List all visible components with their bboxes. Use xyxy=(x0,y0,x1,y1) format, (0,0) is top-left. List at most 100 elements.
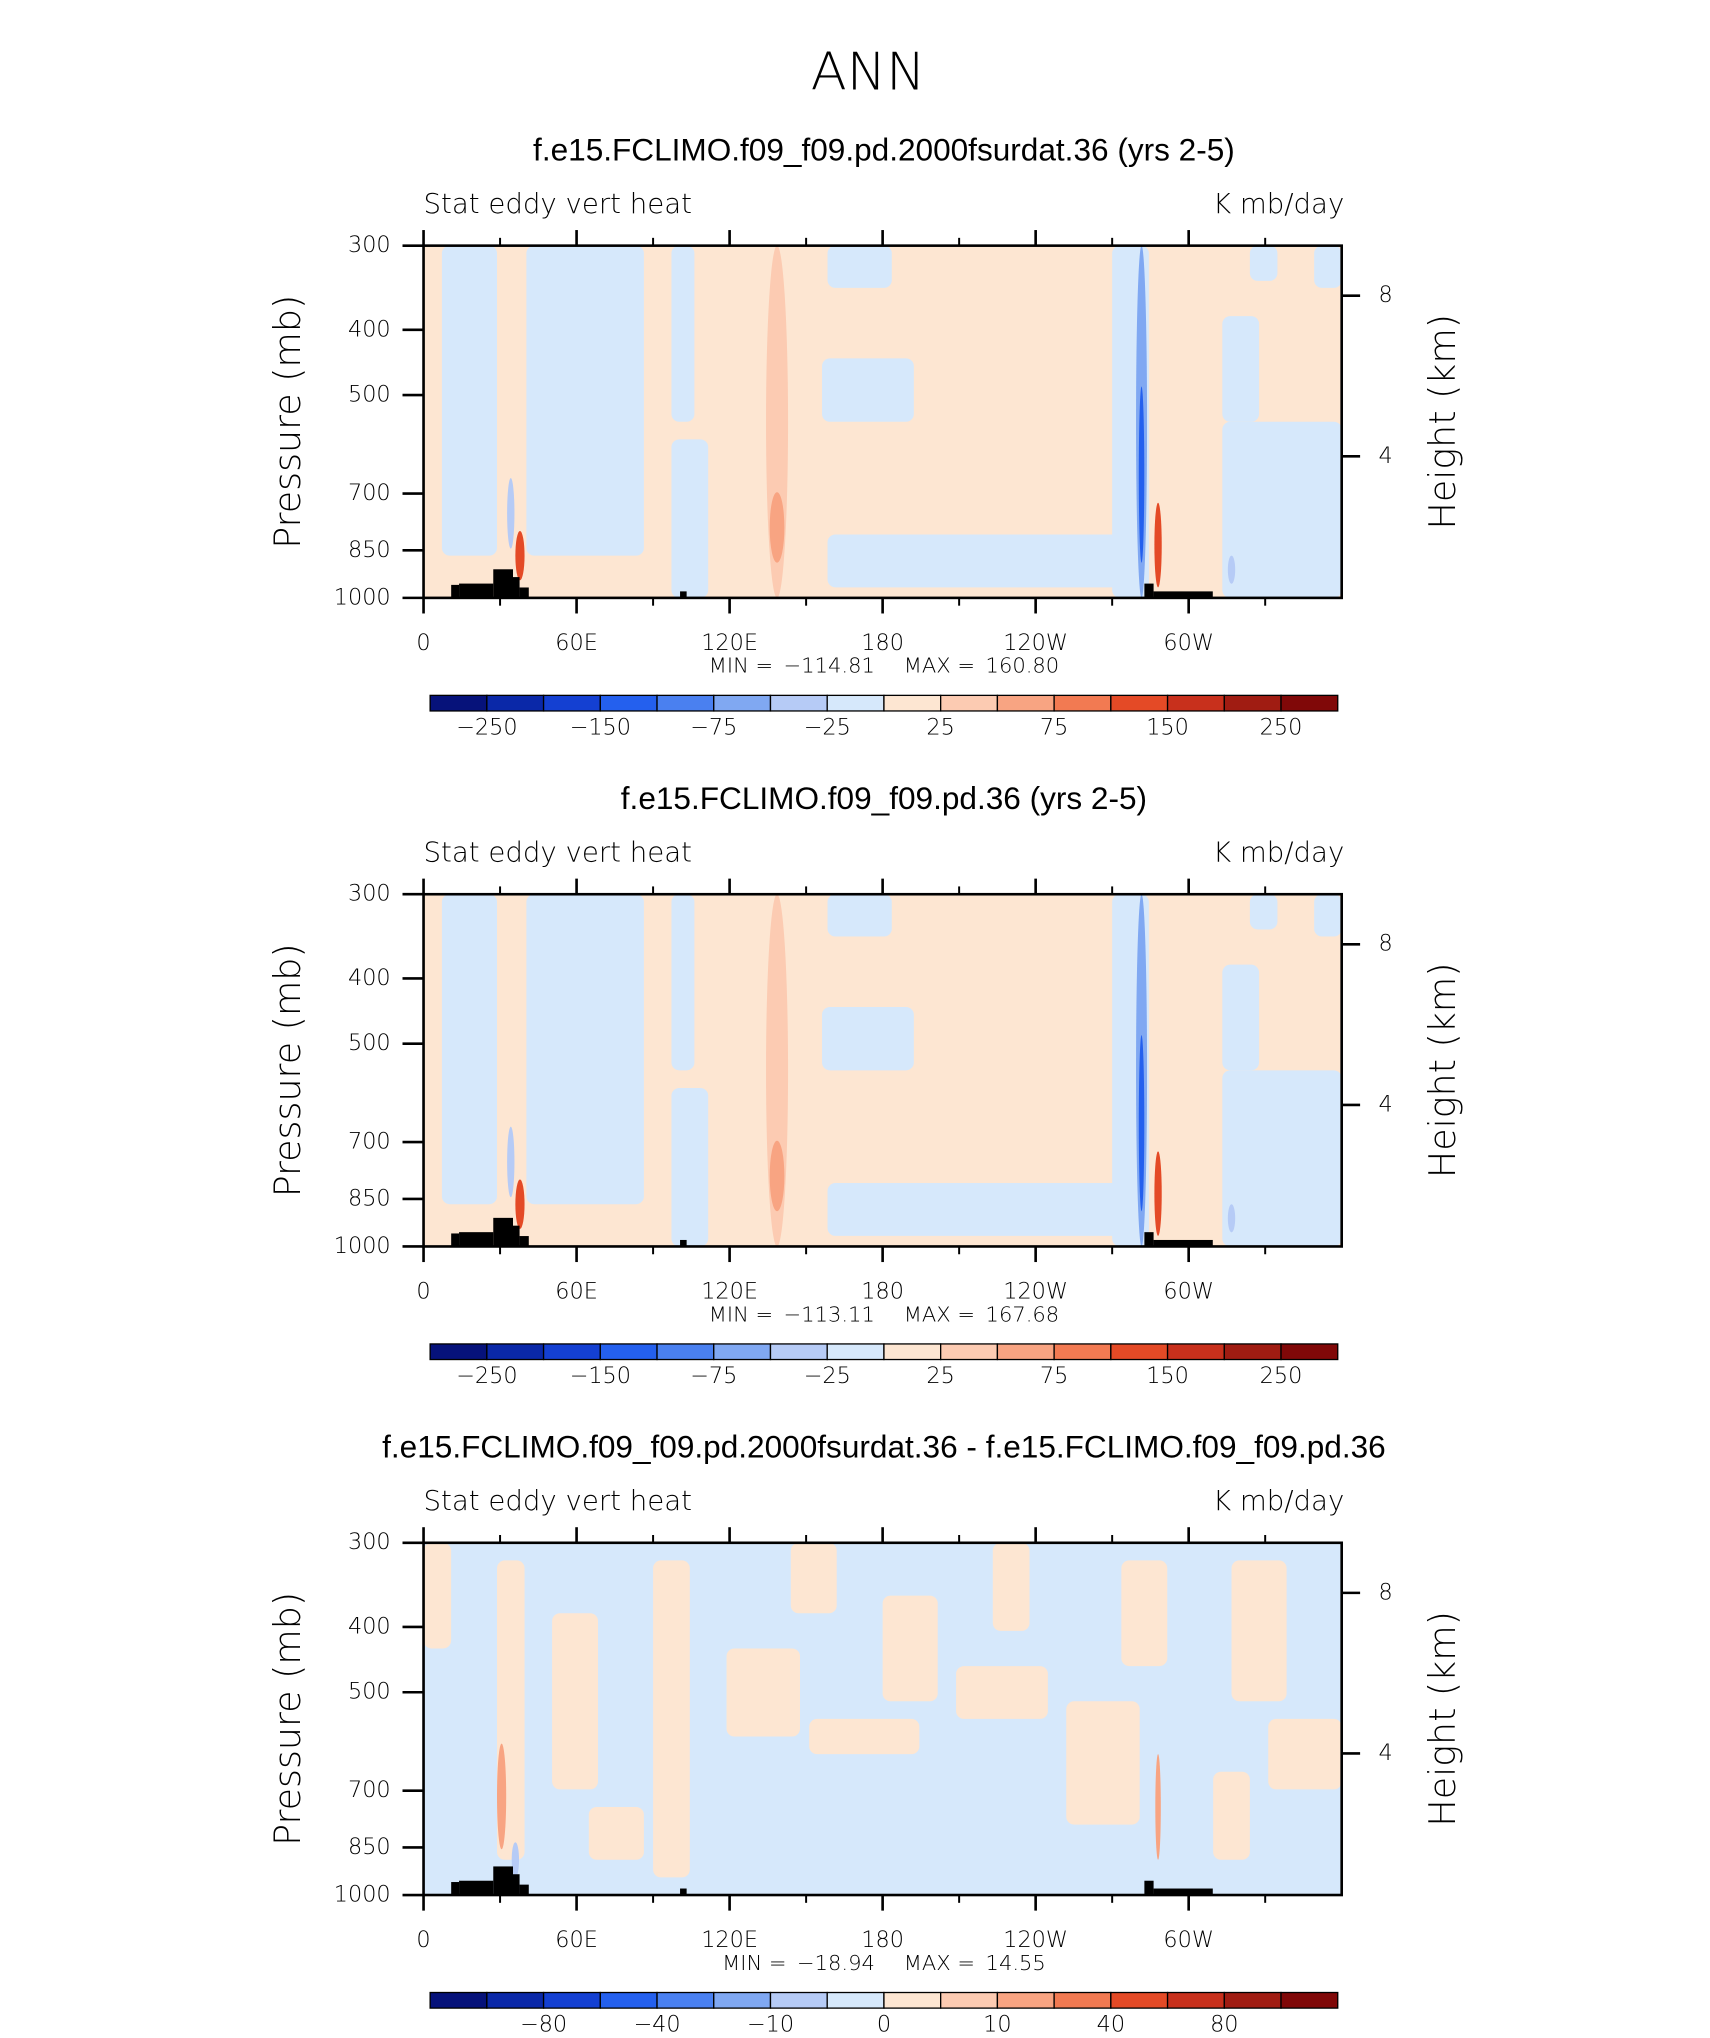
y2-tick-label: 8 xyxy=(1379,1579,1393,1605)
colorbar-box xyxy=(599,1343,658,1361)
x-tick-label: 180 xyxy=(861,1279,904,1305)
colorbar-label: 75 xyxy=(1040,1363,1068,1389)
x-tick-label: 120E xyxy=(701,1279,758,1305)
figure-title: ANN xyxy=(811,42,926,103)
contour-fill xyxy=(1066,1701,1140,1825)
x-tick-label: 60E xyxy=(555,1279,598,1305)
plot-area xyxy=(423,1542,1342,1896)
colorbar-label: 40 xyxy=(1097,2012,1125,2038)
contour-fill xyxy=(827,534,1149,588)
contour-fill xyxy=(423,1542,452,1649)
colorbar-box xyxy=(996,1991,1055,2009)
colorbar-box xyxy=(1053,1343,1112,1361)
colorbar-box xyxy=(599,694,658,712)
colorbar-box xyxy=(429,694,488,712)
colorbar-box xyxy=(1110,1991,1169,2009)
colorbar-label: −80 xyxy=(520,2012,567,2038)
contour-fill xyxy=(1222,421,1342,598)
y-tick-label: 1000 xyxy=(334,584,391,610)
y-tick-label: 700 xyxy=(348,480,391,506)
contour-fill xyxy=(515,1179,525,1229)
contour-fill xyxy=(1222,964,1260,1071)
colorbar-box xyxy=(826,1991,885,2009)
contour-fill xyxy=(1154,502,1162,588)
right-string: K mb/day xyxy=(1213,1486,1344,1517)
contour-fill xyxy=(827,1183,1149,1236)
colorbar-box xyxy=(996,1343,1055,1361)
colorbar-box xyxy=(542,1991,601,2009)
colorbar-label: 250 xyxy=(1260,714,1303,740)
topography xyxy=(459,1880,494,1896)
y2-tick-label: 8 xyxy=(1379,282,1393,308)
panel-title: f.e15.FCLIMO.f09_f09.pd.36 (yrs 2-5) xyxy=(621,781,1147,816)
topography xyxy=(493,569,513,598)
colorbar-box xyxy=(826,1343,885,1361)
right-string: K mb/day xyxy=(1213,838,1344,869)
y-tick-label: 850 xyxy=(348,1185,391,1211)
y-tick-label: 300 xyxy=(348,881,391,907)
contour-fill xyxy=(1231,1560,1287,1702)
y-tick-label: 400 xyxy=(348,1614,391,1640)
contour-fill xyxy=(441,894,498,1205)
colorbar-box xyxy=(486,1991,545,2009)
colorbar-label: −40 xyxy=(633,2012,680,2038)
contour-fill xyxy=(790,1542,837,1614)
left-string: Stat eddy vert heat xyxy=(424,189,692,220)
colorbar-label: −250 xyxy=(456,714,517,740)
panel: f.e15.FCLIMO.f09_f09.pd.2000fsurdat.36 -… xyxy=(266,1430,1464,2038)
colorbar-box xyxy=(656,1343,715,1361)
colorbar-box xyxy=(656,694,715,712)
contour-fill xyxy=(726,1648,800,1737)
y2-tick-label: 8 xyxy=(1379,931,1393,957)
contour-fill xyxy=(769,492,785,563)
contour-fill xyxy=(1222,316,1260,422)
colorbar-box xyxy=(883,1343,942,1361)
colorbar-label: −25 xyxy=(804,714,851,740)
contour-fill xyxy=(1314,245,1342,288)
y2-tick-label: 4 xyxy=(1379,1740,1393,1766)
stats-label: MIN = −113.11 MAX = 167.68 xyxy=(709,1302,1059,1326)
colorbar-label: −75 xyxy=(690,714,737,740)
contour-fill xyxy=(992,1542,1030,1631)
contour-fill xyxy=(827,894,892,937)
colorbar-box xyxy=(1166,1343,1225,1361)
stat-value: −18.94 xyxy=(797,1951,875,1975)
x-tick-label: 120W xyxy=(1003,1927,1068,1953)
x-tick-label: 60W xyxy=(1163,630,1214,656)
stat-value: 167.68 xyxy=(986,1302,1060,1326)
topography xyxy=(519,587,529,598)
x-tick-label: 0 xyxy=(416,1927,430,1953)
contour-fill xyxy=(526,894,644,1205)
colorbar-label: 25 xyxy=(926,1363,954,1389)
y-tick-label: 850 xyxy=(348,1834,391,1860)
stat-name: MAX = xyxy=(904,1302,975,1326)
colorbar-box xyxy=(429,1991,488,2009)
topography xyxy=(519,1236,529,1247)
topography xyxy=(1153,1239,1213,1247)
colorbar-label: −25 xyxy=(804,1363,851,1389)
x-tick-label: 60E xyxy=(555,1927,598,1953)
plot-area xyxy=(423,894,1342,1247)
colorbar-box xyxy=(542,1343,601,1361)
contour-fill xyxy=(1154,1151,1162,1236)
colorbar-box xyxy=(1223,694,1282,712)
colorbar-box xyxy=(599,1991,658,2009)
contour-fill xyxy=(1155,1754,1161,1860)
y-tick-label: 300 xyxy=(348,232,391,258)
y2-tick-label: 4 xyxy=(1379,443,1393,469)
colorbar-box xyxy=(1110,1343,1169,1361)
colorbar-box xyxy=(1053,1991,1112,2009)
colorbar-label: −250 xyxy=(456,1363,517,1389)
colorbar-box xyxy=(996,694,1055,712)
colorbar-box xyxy=(486,1343,545,1361)
x-tick-label: 120E xyxy=(701,1927,758,1953)
contour-fill xyxy=(515,530,525,581)
colorbar-box xyxy=(1223,1991,1282,2009)
contour-fill xyxy=(588,1806,644,1860)
panel: f.e15.FCLIMO.f09_f09.pd.2000fsurdat.36 (… xyxy=(266,132,1464,740)
plot-area xyxy=(423,245,1342,598)
contour-fill xyxy=(441,245,498,556)
contour-fill xyxy=(507,478,515,549)
y-tick-label: 400 xyxy=(348,316,391,342)
